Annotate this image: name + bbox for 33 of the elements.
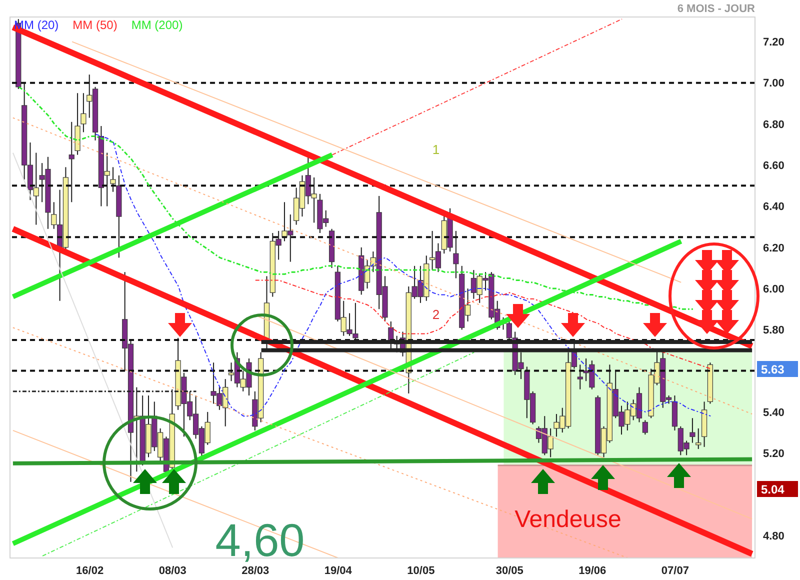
y-tick-label: 6.20 — [763, 242, 784, 254]
candlestick — [642, 420, 648, 436]
candlestick — [690, 418, 696, 444]
line-series — [95, 134, 712, 417]
candlestick — [80, 92, 86, 133]
y-tick-label: 5.20 — [763, 448, 784, 460]
y-tick-label: 6.80 — [763, 118, 784, 131]
text: 6 MOIS - JOUR — [677, 3, 756, 15]
x-tick-label: 10/05 — [407, 564, 435, 577]
annotation: 2 — [432, 307, 440, 322]
x-tick-label: 16/02 — [76, 564, 104, 577]
x-tick-label: 30/05 — [496, 564, 524, 577]
text: 5.63 — [761, 362, 785, 376]
y-tick-label: 5.80 — [763, 324, 784, 337]
y-tick-label: 6.60 — [763, 160, 784, 172]
text: 5.04 — [761, 482, 785, 496]
y-tick-label: 5.40 — [763, 406, 784, 419]
x-tick-label: 07/07 — [661, 564, 689, 577]
x-tick-label: 19/04 — [324, 564, 353, 577]
annotation: Vendeuse — [514, 506, 622, 533]
y-tick-label: 7.00 — [763, 78, 784, 90]
y-tick-label: 6.40 — [763, 201, 784, 214]
annotation: 1 — [432, 142, 440, 157]
text: MM (200) — [131, 18, 183, 32]
candlestick — [696, 428, 702, 450]
y-tick-label: 7.20 — [763, 36, 784, 49]
x-tick-label: 19/06 — [578, 564, 606, 577]
y-tick-label: 6.00 — [763, 283, 784, 296]
y-tick-label: 4.80 — [763, 530, 784, 542]
x-tick-label: 28/03 — [242, 564, 270, 577]
text: MM (50) — [72, 18, 118, 32]
x-tick-label: 08/03 — [158, 564, 186, 577]
annotation: 4,60 — [215, 514, 305, 566]
